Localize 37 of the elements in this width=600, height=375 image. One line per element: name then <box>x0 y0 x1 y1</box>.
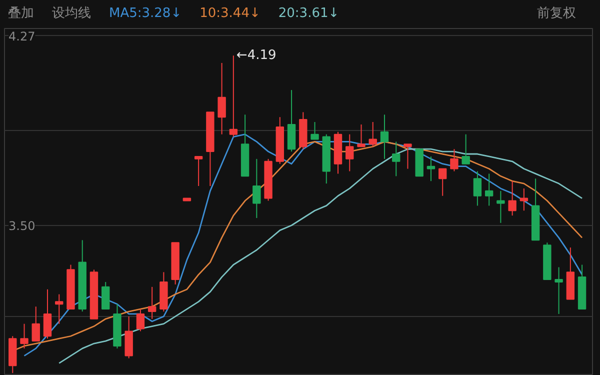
candlestick <box>380 114 389 160</box>
candlestick <box>404 144 412 170</box>
candlestick <box>101 281 110 310</box>
y-tick-label: 3.50 <box>8 218 36 233</box>
candlestick <box>20 323 28 349</box>
candlestick <box>194 156 203 187</box>
candlestick <box>426 156 436 182</box>
candlestick <box>55 294 64 324</box>
candlestick <box>310 122 319 140</box>
candlestick <box>229 55 238 138</box>
candlestick <box>136 308 145 332</box>
candlestick <box>473 170 482 206</box>
text: MA5:3.28↓ <box>109 6 182 21</box>
text: 10:3.44↓ <box>200 6 260 21</box>
candlestick <box>450 148 458 172</box>
text: 设均线 <box>52 6 91 21</box>
candlestick <box>252 158 261 218</box>
candlestick <box>368 122 377 148</box>
candlestick <box>148 286 156 320</box>
candlestick <box>496 190 505 224</box>
candlestick <box>346 134 354 172</box>
candlestick <box>357 124 366 148</box>
candlestick <box>484 173 494 206</box>
candlestick <box>43 288 52 340</box>
y-tick-label: 4.27 <box>8 29 36 44</box>
candlestick <box>520 188 528 212</box>
candlestick <box>508 180 516 216</box>
text: 叠加 <box>8 6 34 21</box>
candlestick <box>32 306 40 342</box>
candlestick <box>392 141 400 177</box>
candlestick <box>462 134 470 164</box>
text: 20:3.61↓ <box>278 6 340 21</box>
text: 前复权 <box>537 5 576 23</box>
candlestick <box>438 168 447 196</box>
candlestick <box>554 266 563 314</box>
annotation: ←4.19 <box>236 48 276 64</box>
candlestick <box>218 62 226 135</box>
